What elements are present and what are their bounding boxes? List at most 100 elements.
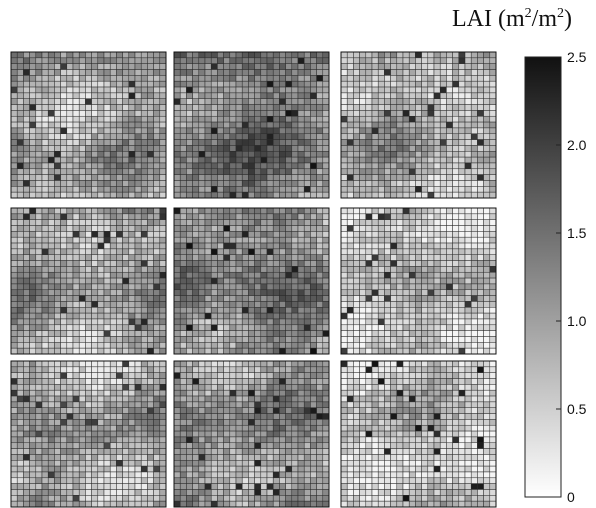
heatmap-cell	[66, 324, 74, 331]
heatmap-cell	[78, 115, 86, 123]
heatmap-cell	[217, 231, 224, 238]
heatmap-cell	[439, 104, 447, 111]
heatmap-cell	[198, 360, 206, 368]
heatmap-cell	[396, 295, 404, 302]
heatmap-cell	[122, 307, 130, 314]
heatmap-cell	[91, 330, 99, 337]
heatmap-cell	[279, 156, 286, 164]
heatmap-cell	[78, 168, 86, 175]
heatmap-cell	[16, 495, 24, 502]
heatmap-cell	[421, 295, 429, 302]
heatmap-cell	[72, 260, 80, 267]
heatmap-cell	[35, 366, 43, 373]
heatmap-cell	[29, 248, 37, 255]
heatmap-cell	[464, 174, 472, 181]
heatmap-cell	[272, 63, 280, 70]
heatmap-cell	[179, 477, 187, 484]
heatmap-cell	[173, 145, 181, 152]
heatmap-cell	[10, 127, 18, 135]
heatmap-cell	[140, 342, 148, 349]
heatmap-cell	[229, 395, 237, 403]
heatmap-cell	[377, 225, 385, 232]
heatmap-cell	[464, 63, 472, 70]
heatmap-cell	[147, 180, 154, 187]
heatmap-cell	[483, 92, 491, 99]
heatmap-cell	[116, 295, 123, 302]
heatmap-cell	[241, 324, 249, 331]
heatmap-cell	[452, 236, 460, 244]
heatmap-cell	[408, 75, 416, 82]
heatmap-cell	[29, 75, 37, 82]
heatmap-cell	[285, 225, 293, 232]
heatmap-cell	[23, 384, 30, 391]
heatmap-cell	[446, 207, 453, 215]
heatmap-cell	[60, 413, 68, 420]
heatmap-cell	[210, 389, 218, 397]
heatmap-cell	[266, 378, 274, 385]
heatmap-cell	[47, 448, 55, 455]
heatmap-cell	[384, 92, 391, 99]
heatmap-cell	[433, 98, 441, 105]
heatmap-cell	[433, 271, 441, 279]
heatmap-cell	[91, 460, 99, 467]
heatmap-cell	[241, 401, 249, 408]
heatmap-cell	[464, 127, 472, 135]
heatmap-cell	[303, 242, 311, 250]
heatmap-cell	[122, 145, 130, 152]
heatmap-cell	[147, 407, 154, 414]
heatmap-cell	[346, 180, 354, 187]
heatmap-cell	[210, 460, 218, 467]
heatmap-cell	[173, 312, 181, 320]
heatmap-cell	[140, 419, 148, 426]
heatmap-cell	[10, 295, 18, 302]
heatmap-cell	[235, 266, 243, 273]
heatmap-cell	[285, 407, 293, 414]
heatmap-cell	[402, 127, 410, 135]
heatmap-cell	[279, 330, 286, 337]
heatmap-cell	[116, 378, 123, 385]
heatmap-cell	[340, 115, 348, 123]
heatmap-cell	[179, 219, 187, 226]
heatmap-cell	[85, 307, 92, 314]
heatmap-cell	[60, 80, 68, 88]
heatmap-cell	[159, 307, 167, 314]
heatmap-cell	[446, 186, 453, 193]
heatmap-cell	[217, 378, 224, 385]
heatmap-cell	[179, 186, 187, 193]
heatmap-cell	[291, 301, 299, 308]
heatmap-cell	[54, 191, 61, 199]
heatmap-cell	[489, 145, 497, 152]
heatmap-cell	[103, 413, 111, 420]
heatmap-cell	[415, 168, 422, 175]
heatmap-cell	[470, 92, 478, 99]
heatmap-cell	[316, 231, 324, 238]
heatmap-cell	[192, 407, 200, 414]
heatmap-cell	[198, 92, 206, 99]
heatmap-cell	[204, 186, 212, 193]
heatmap-cell	[179, 312, 187, 320]
heatmap-cell	[285, 495, 293, 502]
heatmap-cell	[223, 225, 231, 232]
heatmap-cell	[159, 324, 167, 331]
heatmap-cell	[346, 69, 354, 76]
heatmap-cell	[109, 115, 117, 123]
heatmap-cell	[229, 213, 237, 220]
heatmap-cell	[41, 213, 49, 220]
heatmap-cell	[446, 51, 453, 59]
heatmap-cell	[390, 242, 398, 250]
heatmap-cell	[297, 295, 305, 302]
heatmap-cell	[116, 236, 123, 244]
heatmap-cell	[371, 336, 379, 343]
heatmap-cell	[66, 242, 74, 250]
heatmap-cell	[279, 133, 286, 140]
heatmap-cell	[421, 92, 429, 99]
heatmap-cell	[204, 336, 212, 343]
heatmap-cell	[266, 413, 274, 420]
heatmap-cell	[260, 307, 268, 314]
heatmap-cell	[47, 75, 55, 82]
heatmap-cell	[365, 301, 373, 308]
heatmap-cell	[204, 436, 212, 444]
heatmap-cell	[340, 180, 348, 187]
heatmap-cell	[223, 219, 231, 226]
heatmap-cell	[415, 213, 422, 220]
